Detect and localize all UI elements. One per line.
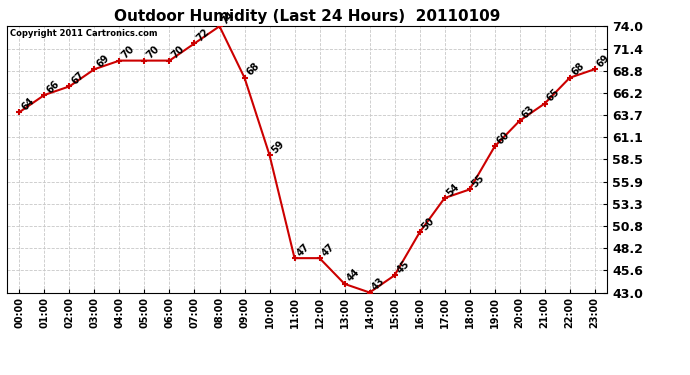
Text: 64: 64 <box>19 96 36 112</box>
Text: 69: 69 <box>595 53 611 69</box>
Text: 68: 68 <box>570 61 586 78</box>
Text: 47: 47 <box>295 242 311 258</box>
Text: 44: 44 <box>344 267 361 284</box>
Title: Outdoor Humidity (Last 24 Hours)  20110109: Outdoor Humidity (Last 24 Hours) 2011010… <box>114 9 500 24</box>
Text: 45: 45 <box>395 259 411 275</box>
Text: 70: 70 <box>144 44 161 61</box>
Text: 54: 54 <box>444 182 461 198</box>
Text: 69: 69 <box>95 53 111 69</box>
Text: 68: 68 <box>244 61 262 78</box>
Text: 47: 47 <box>319 242 336 258</box>
Text: Copyright 2011 Cartronics.com: Copyright 2011 Cartronics.com <box>10 29 157 38</box>
Text: 72: 72 <box>195 27 211 44</box>
Text: 66: 66 <box>44 78 61 95</box>
Text: 43: 43 <box>370 276 386 292</box>
Text: 63: 63 <box>520 104 536 121</box>
Text: 55: 55 <box>470 173 486 189</box>
Text: 74: 74 <box>219 10 236 26</box>
Text: 67: 67 <box>70 70 86 86</box>
Text: 50: 50 <box>420 216 436 232</box>
Text: 70: 70 <box>170 44 186 61</box>
Text: 65: 65 <box>544 87 561 104</box>
Text: 70: 70 <box>119 44 136 61</box>
Text: 60: 60 <box>495 130 511 147</box>
Text: 59: 59 <box>270 138 286 155</box>
